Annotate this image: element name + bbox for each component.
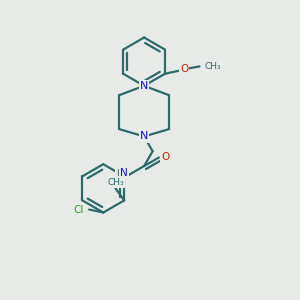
- Text: H: H: [116, 169, 123, 178]
- Text: CH₃: CH₃: [204, 62, 221, 71]
- Text: O: O: [180, 64, 188, 74]
- Text: Cl: Cl: [74, 205, 84, 214]
- Text: O: O: [161, 152, 169, 163]
- Text: N: N: [140, 81, 148, 91]
- Text: N: N: [120, 168, 128, 178]
- Text: N: N: [140, 131, 148, 142]
- Text: CH₃: CH₃: [107, 178, 124, 187]
